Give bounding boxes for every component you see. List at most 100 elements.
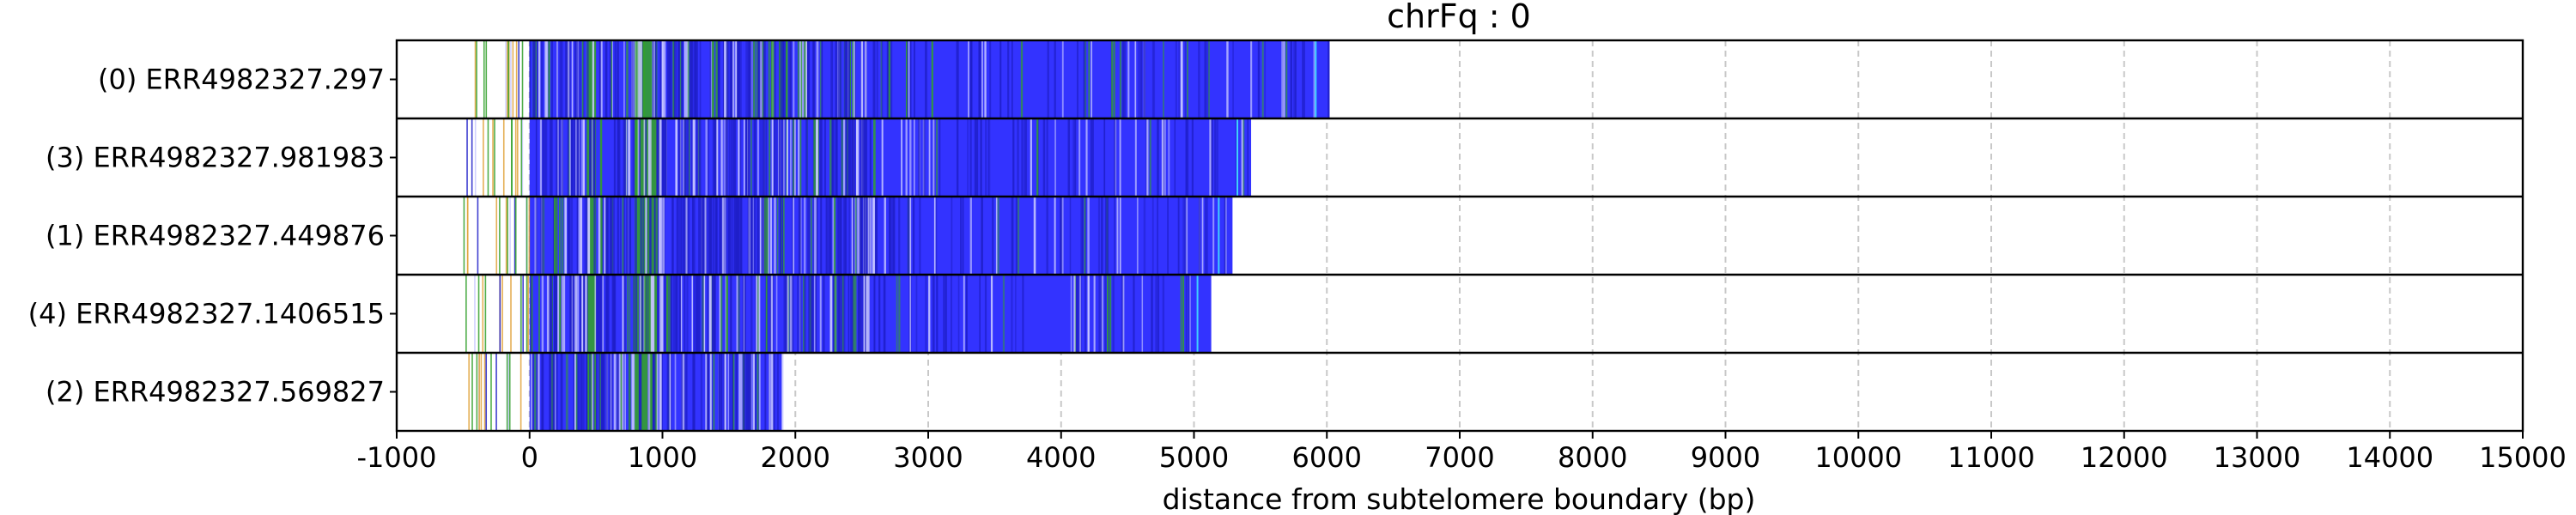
read-stripe (816, 40, 819, 118)
read-stripe (571, 40, 574, 118)
read-stripe (1303, 40, 1305, 118)
read-stripe (853, 118, 856, 197)
read-stripe (568, 40, 570, 118)
read-stripe (693, 275, 696, 353)
read-stripe (685, 197, 688, 275)
x-axis-ticks: -1000 0 1000 2000 3000 4000 5000 6000 7000 8000 90… (357, 431, 2567, 474)
read-stripe (708, 197, 711, 275)
read-band-2 (463, 197, 1233, 275)
read-stripe (769, 353, 772, 431)
subtelomere-mark (480, 353, 483, 431)
read-stripe (851, 275, 854, 353)
read-stripe (804, 40, 807, 118)
read-stripe (531, 353, 533, 431)
read-bands (463, 40, 1330, 431)
read-stripe (771, 40, 775, 118)
read-stripe (867, 197, 870, 275)
read-stripe (782, 118, 785, 197)
read-stripe (690, 40, 693, 118)
read-stripe (1002, 275, 1005, 353)
read-stripe (1201, 197, 1204, 275)
read-stripe (865, 118, 868, 197)
read-stripe (816, 197, 818, 275)
read-stripe (1242, 118, 1245, 197)
read-stripe (860, 197, 862, 275)
subtelomere-mark (510, 275, 512, 353)
x-tick-label-0: -1000 (357, 441, 437, 474)
read-stripe (568, 118, 571, 197)
read-stripe (626, 197, 628, 275)
read-stripe (1011, 197, 1013, 275)
read-stripe (724, 118, 726, 197)
read-stripe (816, 118, 818, 197)
read-stripe (730, 40, 733, 118)
subtelomere-mark (512, 40, 514, 118)
read-stripe (1107, 197, 1109, 275)
read-stripe (792, 118, 794, 197)
read-stripe (870, 197, 872, 275)
read-stripe (995, 197, 998, 275)
read-stripe (1181, 40, 1183, 118)
subtelomere-mark (519, 353, 522, 431)
x-tick-label-6: 5000 (1159, 441, 1229, 474)
read-stripe (623, 275, 627, 353)
subtelomere-mark (474, 275, 476, 353)
read-stripe (875, 197, 877, 275)
read-stripe (628, 118, 631, 197)
read-stripe (593, 118, 596, 197)
read-stripe (804, 197, 806, 275)
read-stripe (763, 197, 767, 275)
read-stripe (1012, 118, 1015, 197)
read-stripe (739, 197, 741, 275)
read-stripe (739, 40, 742, 118)
read-stripe (574, 40, 577, 118)
read-stripe (1290, 40, 1292, 118)
read-stripe (1111, 40, 1114, 118)
read-stripe (753, 118, 756, 197)
read-stripe (580, 197, 583, 275)
read-stripe (535, 118, 538, 197)
read-stripe (646, 275, 648, 353)
read-stripe (1077, 275, 1080, 353)
subtelomere-mark (499, 275, 501, 353)
read-stripe (540, 197, 543, 275)
read-stripe (554, 275, 556, 353)
read-stripe (702, 275, 706, 353)
read-stripe (647, 118, 651, 197)
read-stripe (846, 118, 849, 197)
read-stripe (767, 197, 770, 275)
read-stripe (1127, 40, 1130, 118)
read-stripe (727, 353, 730, 431)
read-stripe (836, 197, 839, 275)
subtelomere-mark (515, 40, 518, 118)
subtelomere-mark (506, 353, 508, 431)
subtelomere-mark (466, 118, 468, 197)
read-stripe (729, 353, 731, 431)
read-stripe (577, 353, 580, 431)
read-stripe (765, 275, 768, 353)
read-stripe (581, 275, 584, 353)
read-stripe (908, 40, 910, 118)
read-stripe (719, 275, 721, 353)
read-stripe (1226, 40, 1229, 118)
read-stripe (617, 353, 619, 431)
read-stripe (765, 118, 768, 197)
read-stripe (640, 40, 642, 118)
read-stripe (649, 118, 652, 197)
read-stripe (834, 275, 837, 353)
read-stripe (604, 197, 606, 275)
green-motif (586, 197, 597, 275)
read-stripe (783, 118, 785, 197)
read-stripe (928, 118, 931, 197)
read-stripe (878, 275, 881, 353)
read-stripe (753, 40, 756, 118)
read-stripe (589, 353, 592, 431)
subtelomere-mark (487, 118, 489, 197)
read-stripe (657, 118, 660, 197)
read-stripe (641, 275, 644, 353)
read-stripe (619, 197, 622, 275)
read-stripe (629, 197, 632, 275)
read-stripe (860, 40, 864, 118)
read-stripe (912, 197, 915, 275)
